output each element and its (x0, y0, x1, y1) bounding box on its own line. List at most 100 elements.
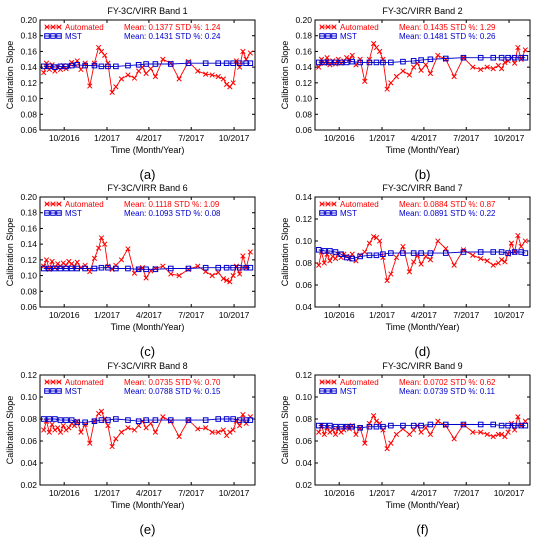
data-point-square (343, 59, 350, 66)
x-tick-label: 4/2017 (136, 488, 162, 498)
data-point-square (82, 62, 88, 69)
data-point-x (102, 241, 108, 247)
x-tick-label: 4/2017 (411, 133, 437, 143)
series-line (43, 62, 251, 68)
data-point-x (349, 251, 355, 257)
y-tick-label: 0.06 (295, 125, 312, 135)
x-tick-label: 10/2016 (324, 310, 355, 320)
data-point-square (332, 59, 339, 66)
chart-title: FY-3C/VIRR Band 7 (382, 183, 462, 193)
data-point-square (357, 59, 363, 66)
data-point-x (406, 72, 413, 78)
data-point-x (505, 429, 511, 435)
data-point-square (511, 422, 518, 429)
data-point-x (160, 56, 166, 62)
data-point-x (316, 429, 322, 435)
data-point-x (223, 277, 230, 283)
series-mst (315, 54, 529, 66)
data-point-square (143, 417, 149, 423)
data-point-x (400, 243, 406, 250)
data-point-square (63, 417, 69, 423)
legend-marker (319, 33, 325, 39)
x-axis-label: Time (Month/Year) (111, 145, 185, 155)
x-tick-label: 10/2017 (494, 310, 525, 320)
data-point-x (74, 259, 80, 265)
data-point-x (195, 426, 201, 432)
legend-marker (331, 201, 337, 207)
y-tick-label: 0.12 (295, 214, 312, 224)
data-point-square (105, 417, 111, 423)
data-point-square (125, 62, 131, 69)
data-point-x (435, 238, 441, 244)
data-point-x (522, 47, 528, 53)
y-tick-label: 0.06 (20, 125, 37, 135)
legend-marker (44, 379, 50, 385)
data-point-x (57, 66, 64, 73)
y-tick-label: 0.10 (20, 94, 37, 104)
data-point-x (478, 66, 484, 73)
data-point-x (508, 420, 515, 427)
data-point-square (202, 60, 209, 67)
data-point-x (46, 429, 52, 435)
y-tick-label: 0.08 (295, 414, 312, 424)
legend-label-automated: Automated (65, 200, 104, 209)
stats-mst: Mean: 0.0739 STD %: 0.11 (399, 387, 495, 396)
data-point-x (470, 64, 476, 70)
data-point-x (98, 235, 105, 241)
y-axis-label: Calibration Slope (5, 41, 15, 110)
data-point-x (357, 56, 363, 62)
legend-marker (50, 33, 56, 39)
data-point-x (418, 67, 424, 73)
data-point-x (502, 433, 508, 440)
data-point-x (176, 76, 182, 82)
data-point-x (388, 271, 394, 277)
data-point-square (380, 423, 386, 430)
data-point-x (318, 56, 325, 62)
data-point-square (68, 417, 75, 423)
data-point-x (143, 70, 149, 77)
data-point-x (143, 425, 149, 431)
data-point-square (373, 252, 380, 259)
data-point-square (236, 60, 243, 67)
data-point-x (380, 254, 386, 261)
data-point-square (57, 265, 64, 272)
stats-mst: Mean: 0.1093 STD %: 0.08 (124, 209, 221, 218)
data-point-square (236, 417, 243, 423)
data-point-x (330, 427, 336, 433)
data-point-square (223, 264, 230, 271)
y-tick-label: 0.12 (20, 370, 37, 380)
series-mst (40, 416, 254, 426)
x-tick-label: 10/2016 (49, 133, 80, 143)
data-point-x (105, 60, 111, 66)
series-mst (40, 264, 254, 273)
data-point-x (176, 433, 182, 440)
y-tick-label: 0.18 (20, 208, 37, 218)
x-tick-label: 10/2016 (324, 488, 355, 498)
series-automated (316, 40, 528, 92)
stats-mst: Mean: 0.1431 STD %: 0.24 (124, 32, 221, 41)
data-point-square (247, 417, 254, 423)
data-point-square (366, 423, 373, 430)
data-point-x (113, 262, 119, 269)
data-point-square (490, 421, 497, 428)
data-point-x (105, 422, 111, 429)
x-tick-label: 1/2017 (369, 133, 395, 143)
data-point-square (410, 58, 417, 64)
data-point-x (168, 271, 174, 277)
data-point-square (125, 265, 131, 272)
data-point-square (522, 250, 529, 256)
legend-marker (319, 388, 325, 394)
data-point-square (152, 417, 159, 423)
y-tick-label: 0.12 (295, 78, 312, 88)
data-point-x (63, 262, 69, 269)
data-point-square (418, 57, 424, 63)
legend-marker (44, 210, 50, 216)
data-point-square (98, 417, 105, 423)
data-point-x (427, 431, 434, 438)
legend-marker (319, 210, 325, 216)
data-point-x (68, 59, 75, 66)
data-point-x (377, 238, 383, 244)
data-point-square (135, 266, 142, 273)
